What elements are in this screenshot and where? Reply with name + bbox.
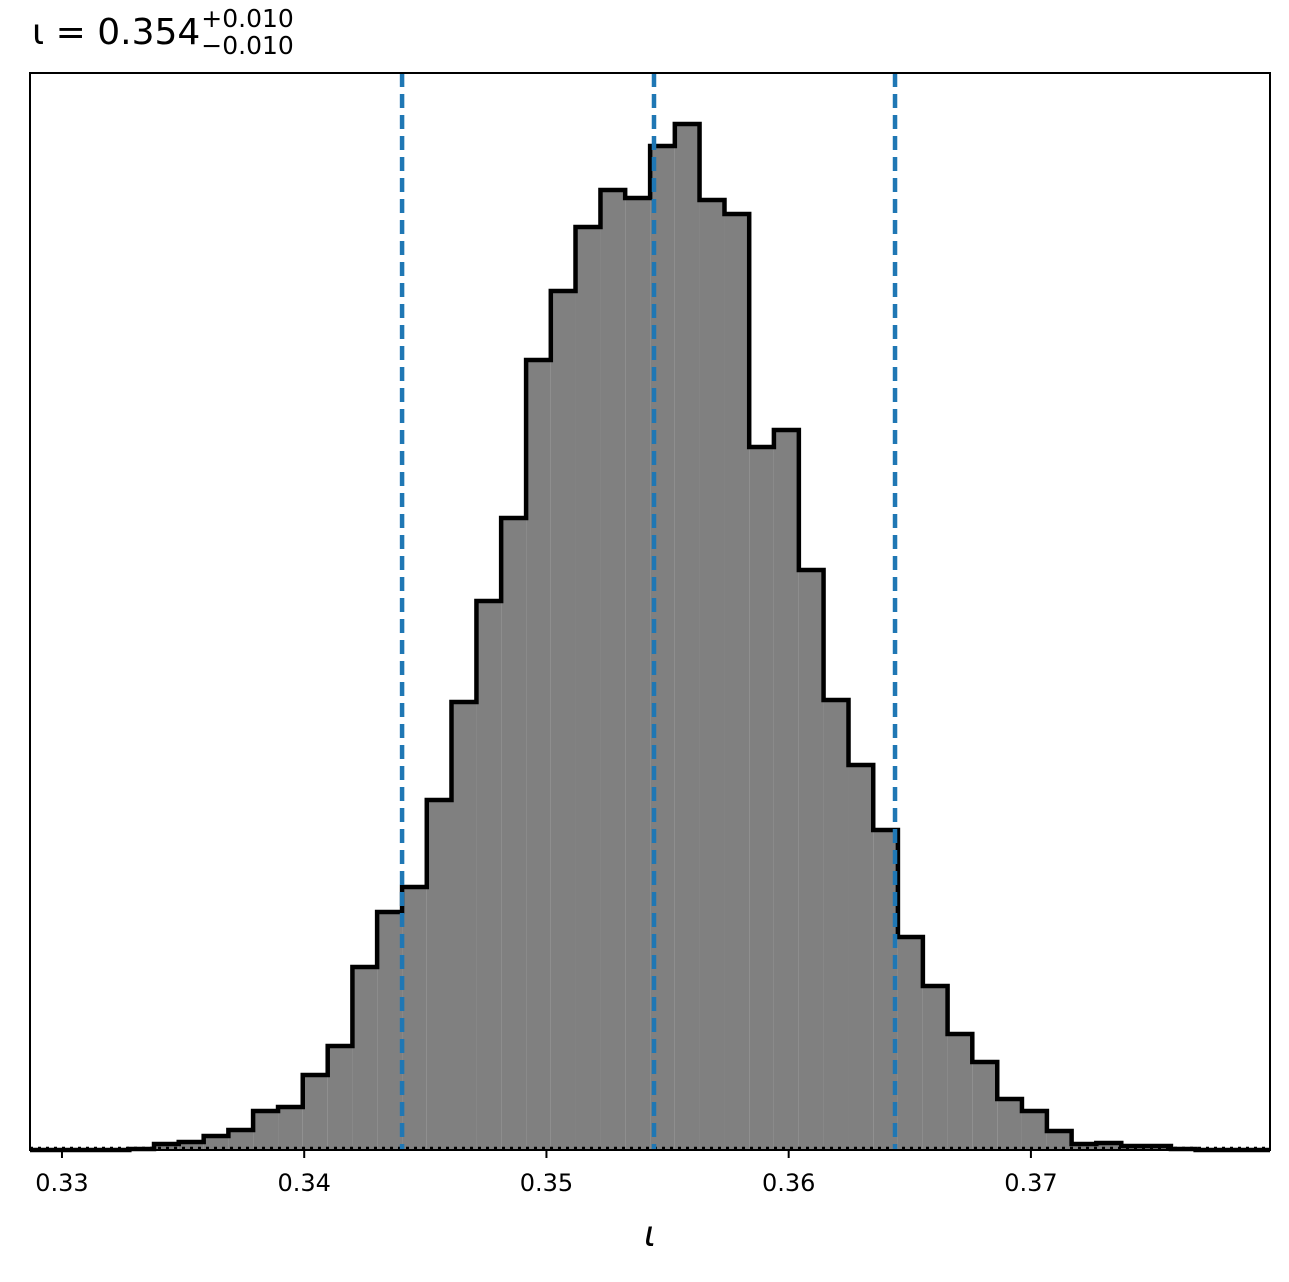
histogram-bar: [352, 967, 378, 1150]
histogram-bar: [699, 200, 725, 1150]
histogram-bar: [526, 360, 551, 1150]
histogram-bar: [476, 601, 502, 1150]
histogram-bar: [798, 570, 824, 1150]
histogram-bar: [1021, 1111, 1047, 1150]
x-tick-label: 0.37: [1004, 1169, 1057, 1197]
x-axis-label: ι: [644, 1214, 656, 1255]
histogram-bar: [997, 1099, 1022, 1150]
histogram-bar: [377, 912, 403, 1150]
histogram-bar: [550, 291, 576, 1150]
histogram-bar: [203, 1136, 229, 1150]
plot-frame: [29, 72, 1271, 1151]
histogram-bar: [773, 430, 799, 1150]
title-upper-error: +0.010: [201, 4, 294, 33]
title-lower-error: −0.010: [201, 31, 294, 60]
histogram-bar: [749, 447, 774, 1150]
histogram-bar: [278, 1107, 303, 1150]
histogram-bar: [1096, 1143, 1122, 1150]
histogram-outline: [30, 121, 1270, 1153]
histogram-bar: [327, 1046, 353, 1150]
histogram-bar: [302, 1075, 328, 1150]
x-tick-label: 0.34: [277, 1169, 330, 1197]
histogram-bar: [972, 1062, 998, 1150]
histogram-bar: [178, 1142, 204, 1150]
histogram-bar: [897, 937, 923, 1150]
histogram-bar: [451, 702, 477, 1150]
chart-title: ι = 0.354: [32, 12, 200, 53]
histogram-bar: [848, 765, 874, 1150]
histogram-bar: [947, 1034, 973, 1150]
histogram-bar: [1071, 1144, 1097, 1150]
histogram-bar: [1046, 1131, 1072, 1150]
histogram-bar: [823, 700, 849, 1150]
histogram-bar: [922, 986, 948, 1150]
histogram-bar: [253, 1111, 279, 1150]
histogram-bar: [402, 887, 427, 1150]
histogram-bar: [674, 124, 700, 1150]
x-tick-label: 0.36: [762, 1169, 815, 1197]
histogram-bar: [575, 227, 601, 1150]
histogram-bar: [426, 800, 452, 1150]
histogram-bar: [228, 1130, 254, 1150]
histogram-bar: [625, 198, 651, 1150]
histogram-bar: [600, 190, 626, 1150]
histogram-bar: [724, 214, 750, 1150]
histogram-bar: [501, 518, 527, 1150]
x-tick-label: 0.33: [35, 1169, 88, 1197]
x-tick-label: 0.35: [520, 1169, 573, 1197]
